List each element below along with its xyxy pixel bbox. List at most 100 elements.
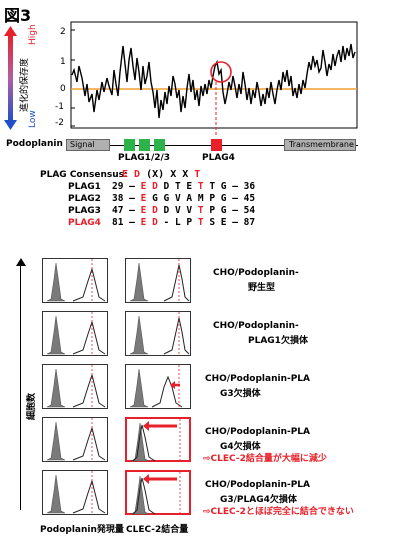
- seq-residue: M: [197, 193, 210, 204]
- sample-peak: [72, 267, 106, 302]
- sample-peak: [163, 317, 190, 355]
- consensus-residue: T: [194, 169, 201, 180]
- seq-residue: D: [152, 205, 164, 216]
- consensus-residue: X: [182, 169, 195, 180]
- seq-residue: P: [186, 217, 198, 228]
- sample-peak: [72, 320, 106, 355]
- seq-residue: E: [140, 217, 153, 228]
- control-peak: [46, 315, 66, 355]
- consensus-residue: X: [170, 169, 183, 180]
- construct-label-line2: PLAG1欠損体: [248, 336, 308, 346]
- plag-sequence: 29 – E D D T E T T G – 36: [112, 181, 255, 192]
- shift-arrowhead: [170, 381, 175, 389]
- plag4-label: PLAG4: [202, 153, 235, 163]
- seq-residue: V: [174, 205, 187, 216]
- plag4-highlight-circle: [210, 61, 232, 83]
- seq-residue: E: [186, 181, 198, 192]
- plag-sequence: 81 – E D - L P T S E – 87: [112, 217, 255, 228]
- plag2-box: [139, 139, 150, 151]
- sample-peak: [72, 479, 106, 514]
- seq-residue: P: [209, 205, 221, 216]
- plag3-box: [154, 139, 165, 151]
- histogram-svg: [46, 259, 106, 302]
- histogram-svg: [129, 365, 183, 408]
- seq-residue: A: [186, 193, 198, 204]
- seq-residue: V: [174, 193, 187, 204]
- histogram-svg: [129, 259, 190, 302]
- construct-label-line1: CHO/Podoplanin-PLA: [205, 374, 311, 384]
- podoplanin-histogram-panel: [42, 417, 108, 462]
- sample-peak: [151, 375, 183, 408]
- control-peak: [46, 474, 66, 514]
- seq-residue: T: [197, 181, 210, 192]
- seq-residue: G: [220, 193, 227, 204]
- seq-residue: T: [174, 181, 187, 192]
- consensus-residue: D: [134, 169, 147, 180]
- sample-peak: [132, 477, 156, 515]
- seq-residue: D: [163, 181, 175, 192]
- seq-residue: E: [140, 193, 153, 204]
- shift-arrowhead: [143, 474, 149, 484]
- plag123-label: PLAG1/2/3: [118, 153, 171, 163]
- x-label-podoplanin: Podoplanin発現量: [40, 525, 124, 535]
- seq-residue: S: [209, 217, 221, 228]
- control-peak: [129, 368, 149, 408]
- plag4-box: [211, 139, 222, 151]
- seq-residue: T: [197, 205, 210, 216]
- histogram-svg: [129, 312, 190, 355]
- protein-label: Podoplanin: [6, 139, 63, 149]
- construct-label-line2: 野生型: [248, 283, 276, 293]
- seq-start: 81 –: [112, 217, 141, 228]
- podoplanin-histogram-panel: [42, 258, 108, 303]
- control-peak: [46, 262, 66, 302]
- histogram-svg: [130, 472, 181, 515]
- seq-residue: E: [220, 217, 227, 228]
- seq-residue: D: [152, 217, 164, 228]
- consensus-residue: (X): [146, 169, 171, 180]
- consensus-sequence: E D (X) X X T: [122, 169, 200, 180]
- tick-label: -2: [55, 118, 64, 128]
- plag-name: PLAG2: [68, 194, 101, 204]
- y-label-high: High: [28, 24, 38, 45]
- seq-start: 47 –: [112, 205, 141, 216]
- seq-end: – 36: [226, 181, 256, 192]
- consensus-residue: E: [122, 169, 135, 180]
- construct-label-line2: G3/PLAG4欠損体: [220, 495, 297, 505]
- conservation-plot: [4, 21, 358, 136]
- tick-label: -1: [55, 102, 64, 112]
- seq-residue: -: [163, 217, 175, 228]
- high-arrow-head: [4, 26, 17, 36]
- podoplanin-histogram-panel: [42, 311, 108, 356]
- seq-residue: T: [197, 217, 210, 228]
- y-label-low: Low: [28, 110, 38, 128]
- control-peak: [129, 262, 149, 302]
- seq-residue: E: [140, 181, 153, 192]
- construct-label-line1: CHO/Podoplanin-PLA: [205, 427, 311, 437]
- consensus-label: PLAG Consensus:: [40, 170, 128, 180]
- seq-start: 38 –: [112, 193, 141, 204]
- tick-label: 0: [60, 84, 66, 94]
- flow-y-axis-label: 細胞数: [27, 392, 37, 420]
- shift-arrowhead: [143, 421, 149, 431]
- seq-residue: G: [163, 193, 175, 204]
- seq-start: 29 –: [112, 181, 141, 192]
- clec2-histogram-panel: [125, 258, 191, 303]
- seq-residue: G: [152, 193, 164, 204]
- control-peak: [46, 368, 66, 408]
- histogram-svg: [46, 418, 106, 461]
- plag-name: PLAG3: [68, 206, 101, 216]
- seq-residue: L: [174, 217, 187, 228]
- histogram-svg: [46, 471, 106, 514]
- clec2-histogram-panel: [125, 417, 191, 462]
- construct-label-line2: G3欠損体: [220, 389, 261, 399]
- flow-y-arrowhead: [16, 258, 26, 266]
- control-peak: [129, 315, 149, 355]
- plag-name: PLAG1: [68, 182, 101, 192]
- signal-domain: Signal: [66, 139, 110, 151]
- sample-peak: [163, 264, 190, 302]
- tm-label: Transmembrane: [289, 140, 354, 149]
- flow-y-axis-arrow: [20, 265, 21, 510]
- plot-frame: [70, 21, 358, 129]
- sample-peak: [72, 426, 106, 461]
- plag-name: PLAG4: [68, 218, 101, 228]
